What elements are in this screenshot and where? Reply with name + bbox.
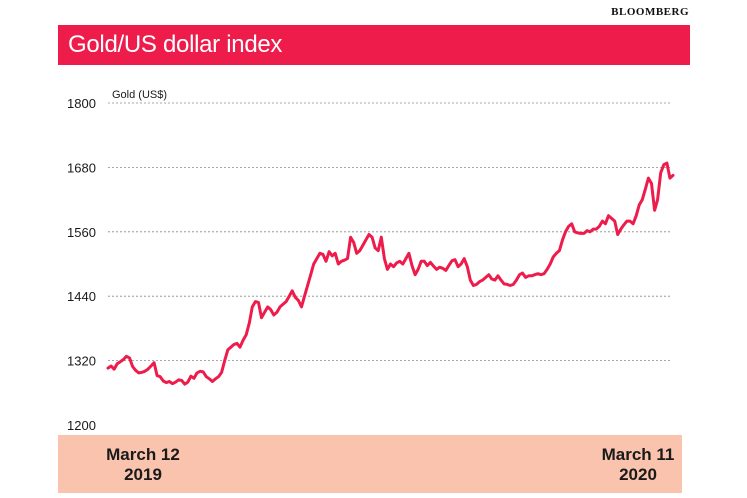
- x-label-end-line2: 2020: [619, 465, 657, 484]
- y-tick-label: 1320: [67, 354, 96, 369]
- x-label-end: March 11 2020: [578, 445, 698, 485]
- x-label-start: March 12 2019: [83, 445, 203, 485]
- x-label-start-line1: March 12: [106, 445, 180, 464]
- y-tick-label: 1560: [67, 225, 96, 240]
- y-tick-label: 1680: [67, 160, 96, 175]
- y-tick-label: 1200: [67, 418, 96, 433]
- x-label-end-line1: March 11: [601, 445, 675, 464]
- chart-title: Gold/US dollar index: [68, 31, 283, 58]
- source-label: BLOOMBERG: [611, 6, 689, 18]
- y-axis-label: Gold (US$): [112, 89, 167, 101]
- title-bar: Gold/US dollar index: [58, 25, 690, 65]
- x-axis-band: March 12 2019 March 11 2020: [58, 435, 682, 493]
- x-label-start-line2: 2019: [124, 465, 162, 484]
- y-tick-label: 1440: [67, 289, 96, 304]
- y-tick-label: 1800: [67, 96, 96, 111]
- gold-price-line: [106, 161, 675, 386]
